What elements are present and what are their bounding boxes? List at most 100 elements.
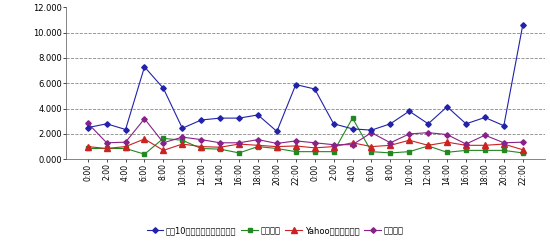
Yahooショッピング — [311, 147, 318, 149]
Yahooショッピング — [406, 139, 412, 142]
上众10サイトの平均表示速度 — [368, 129, 375, 132]
無印良品 — [160, 137, 167, 140]
Line: Yahooショッピング: Yahooショッピング — [85, 136, 525, 153]
無印良品 — [406, 150, 412, 153]
ニッセン — [406, 133, 412, 135]
Yahooショッピング — [425, 144, 432, 147]
Yahooショッピング — [463, 144, 469, 147]
上众10サイトの平均表示速度 — [293, 83, 299, 86]
上众10サイトの平均表示速度 — [236, 117, 243, 120]
上众10サイトの平均表示速度 — [425, 122, 432, 125]
Yahooショッピング — [141, 137, 148, 140]
無印良品 — [179, 139, 185, 142]
ニッセン — [444, 133, 450, 136]
ニッセン — [387, 141, 394, 144]
ニッセン — [255, 138, 261, 141]
無印良品 — [331, 150, 337, 153]
無印良品 — [141, 153, 148, 156]
上众10サイトの平均表示速度 — [331, 122, 337, 125]
Yahooショッピング — [368, 145, 375, 148]
上众10サイトの平均表示速度 — [519, 24, 526, 26]
上众10サイトの平均表示速度 — [255, 113, 261, 116]
Yahooショッピング — [198, 145, 205, 148]
Yahooショッピング — [103, 147, 110, 150]
無印良品 — [236, 151, 243, 154]
ニッセン — [519, 141, 526, 144]
ニッセン — [311, 141, 318, 144]
無印良品 — [387, 151, 394, 154]
ニッセン — [425, 131, 432, 134]
Yahooショッピング — [160, 149, 167, 152]
無印良品 — [103, 147, 110, 150]
ニッセン — [122, 141, 129, 144]
上众10サイトの平均表示速度 — [444, 105, 450, 108]
無印良品 — [85, 147, 91, 150]
上众10サイトの平均表示速度 — [500, 124, 507, 127]
Yahooショッピング — [236, 143, 243, 146]
Line: 無印良品: 無印良品 — [86, 116, 525, 156]
上众10サイトの平均表示速度 — [406, 110, 412, 113]
Yahooショッピング — [349, 141, 356, 144]
Yahooショッピング — [387, 144, 394, 147]
Yahooショッピング — [444, 141, 450, 144]
Yahooショッピング — [331, 145, 337, 148]
無印良品 — [444, 151, 450, 154]
上众10サイトの平均表示速度 — [217, 117, 223, 120]
ニッセン — [463, 143, 469, 146]
無印良品 — [500, 149, 507, 152]
Yahooショッピング — [179, 143, 185, 146]
ニッセン — [349, 143, 356, 146]
ニッセン — [85, 122, 91, 125]
Yahooショッピング — [255, 144, 261, 147]
ニッセン — [331, 143, 337, 146]
Yahooショッピング — [122, 145, 129, 148]
無印良品 — [482, 149, 488, 152]
無印良品 — [217, 148, 223, 151]
Yahooショッピング — [273, 145, 280, 148]
ニッセン — [293, 139, 299, 142]
上众10サイトの平均表示速度 — [463, 122, 469, 125]
無印良品 — [198, 147, 205, 150]
Yahooショッピング — [85, 145, 91, 148]
Yahooショッピング — [519, 148, 526, 151]
無印良品 — [273, 147, 280, 150]
Yahooショッピング — [293, 145, 299, 147]
無印良品 — [311, 150, 318, 153]
ニッセン — [179, 136, 185, 139]
上众10サイトの平均表示速度 — [311, 87, 318, 90]
上众10サイトの平均表示速度 — [349, 127, 356, 130]
無印良品 — [425, 145, 432, 147]
ニッセン — [217, 141, 223, 144]
Yahooショッピング — [482, 144, 488, 147]
上众10サイトの平均表示速度 — [85, 126, 91, 129]
上众10サイトの平均表示速度 — [198, 119, 205, 122]
上众10サイトの平均表示速度 — [482, 116, 488, 119]
ニッセン — [368, 131, 375, 134]
ニッセン — [236, 141, 243, 144]
無印良品 — [255, 145, 261, 148]
無印良品 — [349, 117, 356, 120]
無印良品 — [122, 147, 129, 150]
上众10サイトの平均表示速度 — [103, 122, 110, 125]
ニッセン — [500, 141, 507, 144]
Yahooショッピング — [217, 146, 223, 149]
上众10サイトの平均表示速度 — [273, 130, 280, 133]
ニッセン — [482, 134, 488, 137]
Yahooショッピング — [500, 143, 507, 146]
ニッセン — [141, 117, 148, 120]
Line: ニッセン: ニッセン — [86, 117, 525, 147]
無印良品 — [463, 149, 469, 152]
Line: 上众10サイトの平均表示速度: 上众10サイトの平均表示速度 — [86, 23, 525, 133]
上众10サイトの平均表示速度 — [160, 87, 167, 90]
ニッセン — [273, 142, 280, 145]
ニッセン — [160, 141, 167, 144]
Legend: 上众10サイトの平均表示速度, 無印良品, Yahooショッピング, ニッセン: 上众10サイトの平均表示速度, 無印良品, Yahooショッピング, ニッセン — [143, 223, 407, 238]
無印良品 — [368, 150, 375, 153]
上众10サイトの平均表示速度 — [141, 65, 148, 68]
無印良品 — [293, 150, 299, 153]
ニッセン — [198, 138, 205, 141]
無印良品 — [519, 151, 526, 154]
ニッセン — [103, 141, 110, 144]
上众10サイトの平均表示速度 — [122, 128, 129, 131]
上众10サイトの平均表示速度 — [387, 122, 394, 125]
